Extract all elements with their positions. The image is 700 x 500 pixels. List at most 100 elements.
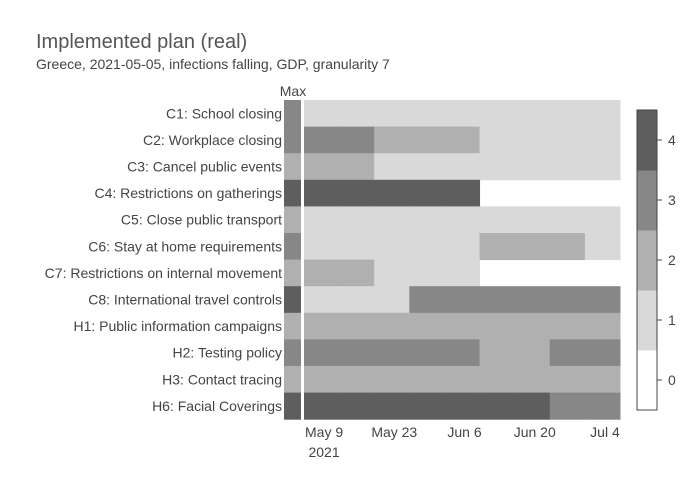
heatmap-cell [444, 286, 481, 314]
heatmap-cell [514, 153, 551, 181]
heatmap-cell [374, 126, 410, 154]
heatmap-cell [339, 286, 375, 314]
heatmap-cell [339, 153, 375, 181]
colorbar-tick-label: 1 [668, 312, 676, 328]
heatmap-cell [374, 312, 410, 340]
heatmap-cell [304, 153, 340, 181]
heatmap-cell [374, 286, 410, 314]
heatmap-cell [409, 179, 445, 207]
heatmap-cell [444, 233, 481, 261]
heatmap-cell [304, 366, 340, 394]
max-cell [284, 366, 301, 394]
heatmap-cell [444, 366, 481, 394]
heatmap-cell [304, 100, 340, 128]
heatmap-cell [304, 312, 340, 340]
max-cell [284, 312, 301, 340]
colorbar-segment [637, 170, 657, 231]
heatmap-cell [584, 233, 621, 261]
policy-label: H3: Contact tracing [162, 371, 282, 387]
max-cell [284, 206, 301, 234]
heatmap-cell [584, 126, 621, 154]
colorbar-tick-label: 4 [668, 132, 676, 148]
policy-label: C1: School closing [166, 105, 282, 121]
max-cell [284, 233, 301, 261]
heatmap-cell [409, 259, 445, 287]
heatmap-cell [584, 100, 621, 128]
policy-label: C3: Cancel public events [127, 159, 282, 175]
colorbar-segment [637, 350, 657, 411]
heatmap-cell [479, 233, 516, 261]
heatmap-cell [479, 100, 516, 128]
x-tick-label: Jun 20 [514, 424, 556, 440]
heatmap-cell [409, 233, 445, 261]
heatmap-cell [374, 339, 410, 367]
heatmap-cell [444, 259, 481, 287]
heatmap-cell [479, 286, 516, 314]
heatmap-cell [549, 100, 586, 128]
heatmap-cell [514, 233, 551, 261]
max-cell [284, 126, 301, 154]
heatmap-cell [304, 179, 340, 207]
heatmap-cell [409, 206, 445, 234]
heatmap-cell [409, 126, 445, 154]
heatmap-cell [374, 233, 410, 261]
x-tick-label: May 23 [371, 424, 417, 440]
heatmap-cell [339, 339, 375, 367]
max-cell [284, 286, 301, 314]
heatmap-cell [444, 126, 481, 154]
policy-label: C6: Stay at home requirements [88, 238, 282, 254]
heatmap-cell [444, 339, 481, 367]
policy-label: C5: Close public transport [121, 212, 282, 228]
chart-subtitle: Greece, 2021-05-05, infections falling, … [36, 56, 390, 72]
heatmap-cell [584, 312, 621, 340]
heatmap-cell [304, 286, 340, 314]
colorbar-segment [637, 230, 657, 291]
max-cell [284, 100, 301, 128]
policy-label: H2: Testing policy [173, 345, 282, 361]
heatmap-cell [304, 206, 340, 234]
heatmap-cell [584, 206, 621, 234]
heatmap-cell [549, 233, 586, 261]
heatmap-cell [479, 339, 516, 367]
colorbar: 0 1 2 3 4 [636, 109, 676, 411]
heatmap-cell [304, 259, 340, 287]
heatmap-cell [409, 153, 445, 181]
heatmap-cell [444, 392, 481, 420]
heatmap-cell [409, 100, 445, 128]
heatmap-cell [479, 206, 516, 234]
heatmap-cell [339, 392, 375, 420]
heatmap-cell [514, 100, 551, 128]
heatmap-cell [374, 100, 410, 128]
policy-label: H1: Public information campaigns [73, 318, 282, 334]
heatmap-cell [339, 233, 375, 261]
max-cell [284, 339, 301, 367]
heatmap-cell [339, 206, 375, 234]
heatmap-cell [444, 312, 481, 340]
heatmap-cell [479, 153, 516, 181]
heatmap-cell [514, 392, 551, 420]
heatmap-cell [339, 100, 375, 128]
x-axis-labels: May 9 2021 May 23 Jun 6 Jun 20 Jul 4 [305, 424, 620, 460]
heatmap-cell [339, 126, 375, 154]
heatmap-cell [514, 339, 551, 367]
heatmap-cells [304, 100, 621, 420]
colorbar-segment [637, 110, 657, 171]
colorbar-segment [637, 290, 657, 351]
max-column [284, 100, 301, 420]
heatmap-cell [514, 366, 551, 394]
heatmap-cell [374, 366, 410, 394]
heatmap-cell [479, 366, 516, 394]
policy-label: C2: Workplace closing [143, 132, 282, 148]
policy-label: C4: Restrictions on gatherings [94, 185, 282, 201]
heatmap-cell [584, 153, 621, 181]
heatmap-cell [549, 339, 586, 367]
max-cell [284, 153, 301, 181]
heatmap-cell [584, 366, 621, 394]
heatmap-cell [304, 126, 340, 154]
heatmap-cell [584, 339, 621, 367]
colorbar-tick-label: 2 [668, 252, 676, 268]
policy-label: C8: International travel controls [88, 292, 282, 308]
heatmap-cell [549, 206, 586, 234]
heatmap-cell [304, 392, 340, 420]
heatmap-cell [479, 312, 516, 340]
